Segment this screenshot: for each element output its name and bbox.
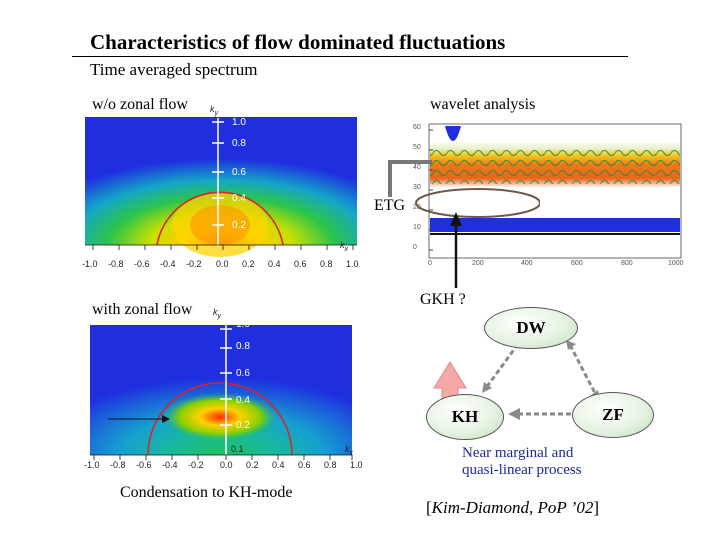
y-tick-label: 1.0 <box>232 117 246 128</box>
wavelet-label: wavelet analysis <box>430 96 536 113</box>
dw-kh-arrowhead <box>482 382 492 393</box>
dw-zf-link <box>568 344 598 396</box>
dw-zf-arrowhead-top <box>566 340 576 350</box>
x-tick-labels-bottom: -1.0 -0.8 -0.6 -0.4 -0.2 0.0 0.2 0.4 0.6… <box>84 460 363 470</box>
x-axis-ticks <box>93 455 353 460</box>
page-title: Characteristics of flow dominated fluctu… <box>90 30 506 54</box>
y-tick-label: 0.2 <box>232 220 246 231</box>
near-marginal-note: Near marginal and quasi-linear process <box>462 445 582 478</box>
dispersion-circle <box>147 382 293 456</box>
etg-bracket <box>388 160 432 198</box>
condensation-label: Condensation to KH-mode <box>120 484 293 501</box>
y-tick-label: 0.4 <box>236 395 250 406</box>
y-tick-label: 0.8 <box>236 341 250 352</box>
y-tick-label: 0.8 <box>232 138 246 149</box>
wavelet-plume <box>445 126 461 141</box>
wavelet-x-tick-labels: 0 200 400 600 800 1000 <box>428 260 684 267</box>
wavelet-y-tick-labels: 60 50 40 30 20 10 0 <box>413 124 421 251</box>
y-axis-ticks <box>220 328 232 426</box>
with-flow-label: with zonal flow <box>92 301 193 319</box>
y-axis-symbol: ky <box>210 104 218 117</box>
wavelet-ripples <box>430 146 680 184</box>
y-tick-label: 0.6 <box>232 167 246 178</box>
x-axis-ticks <box>92 245 354 250</box>
etg-label: ETG <box>373 197 407 215</box>
dw-node: DW <box>484 307 578 349</box>
dispersion-circle <box>156 191 284 246</box>
y-tick-label: 1.0 <box>236 319 250 330</box>
annotation-overlay <box>388 160 540 288</box>
reference-citation: [Kim-Diamond, PoP ’02] <box>426 498 599 517</box>
origin-tick-label: 0.1 <box>231 444 244 454</box>
zf-node: ZF <box>572 392 654 438</box>
gkh-ellipse <box>415 188 540 218</box>
page-subtitle: Time averaged spectrum <box>90 60 258 79</box>
y-axis-ticks <box>212 121 224 226</box>
gkh-label: GKH ? <box>420 291 466 308</box>
zf-kh-arrowhead <box>508 408 520 420</box>
spectrum-without-flow <box>85 117 357 257</box>
dw-kh-link <box>484 343 520 389</box>
wavelet-plot <box>428 123 682 259</box>
without-flow-label: w/o zonal flow <box>92 96 188 114</box>
y-tick-label: 0.6 <box>236 368 250 379</box>
y-axis-symbol: ky <box>213 307 221 320</box>
title-divider <box>72 56 628 57</box>
kh-pointer-head <box>162 415 170 423</box>
spectrum-with-flow <box>90 325 353 460</box>
y-tick-label: 0.2 <box>236 420 250 431</box>
y-tick-label: 0.4 <box>232 193 246 204</box>
wavelet-y-ticks-marks <box>429 129 433 251</box>
kh-node: KH <box>426 394 504 440</box>
x-axis-symbol: kx <box>340 240 348 253</box>
gkh-arrow-head <box>450 212 462 226</box>
kh-condensation-blob <box>162 393 278 441</box>
x-tick-labels-top: -1.0 -0.8 -0.6 -0.4 -0.2 0.0 0.2 0.4 0.6… <box>82 259 359 269</box>
x-axis-symbol: kx <box>345 444 353 457</box>
wavelet-blue-band <box>430 218 680 232</box>
